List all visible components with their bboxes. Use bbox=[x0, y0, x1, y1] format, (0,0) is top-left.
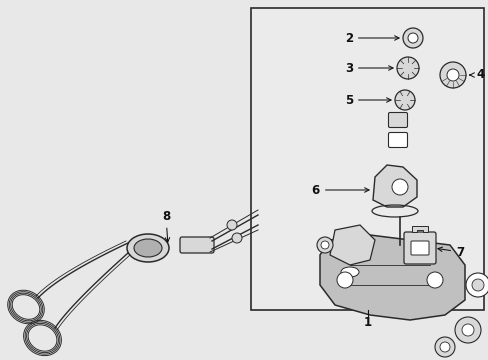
Text: 7: 7 bbox=[437, 246, 463, 258]
Bar bbox=[250, 8, 483, 310]
Ellipse shape bbox=[127, 234, 169, 262]
Circle shape bbox=[402, 28, 422, 48]
Text: 1: 1 bbox=[363, 315, 371, 328]
Circle shape bbox=[439, 62, 465, 88]
Circle shape bbox=[391, 179, 407, 195]
Text: 5: 5 bbox=[344, 94, 390, 107]
Circle shape bbox=[394, 90, 414, 110]
Circle shape bbox=[226, 220, 237, 230]
Circle shape bbox=[396, 57, 418, 79]
Circle shape bbox=[316, 237, 332, 253]
Circle shape bbox=[471, 279, 483, 291]
Text: 6: 6 bbox=[311, 184, 368, 197]
Circle shape bbox=[465, 273, 488, 297]
Text: 3: 3 bbox=[344, 62, 392, 75]
Ellipse shape bbox=[340, 267, 358, 277]
Circle shape bbox=[439, 342, 449, 352]
Circle shape bbox=[426, 272, 442, 288]
Polygon shape bbox=[372, 165, 416, 207]
FancyBboxPatch shape bbox=[403, 232, 435, 264]
Polygon shape bbox=[319, 235, 464, 320]
Circle shape bbox=[446, 69, 458, 81]
Circle shape bbox=[461, 324, 473, 336]
FancyBboxPatch shape bbox=[180, 237, 214, 253]
Circle shape bbox=[231, 233, 242, 243]
Circle shape bbox=[407, 33, 417, 43]
Circle shape bbox=[454, 317, 480, 343]
FancyBboxPatch shape bbox=[410, 241, 428, 255]
FancyBboxPatch shape bbox=[387, 132, 407, 148]
Ellipse shape bbox=[134, 239, 162, 257]
Circle shape bbox=[320, 241, 328, 249]
Circle shape bbox=[336, 272, 352, 288]
Text: 8: 8 bbox=[162, 210, 170, 242]
Text: 4: 4 bbox=[469, 68, 483, 81]
Polygon shape bbox=[411, 226, 427, 232]
Text: 2: 2 bbox=[344, 31, 398, 45]
FancyBboxPatch shape bbox=[387, 112, 407, 127]
Circle shape bbox=[434, 337, 454, 357]
Polygon shape bbox=[329, 225, 374, 265]
